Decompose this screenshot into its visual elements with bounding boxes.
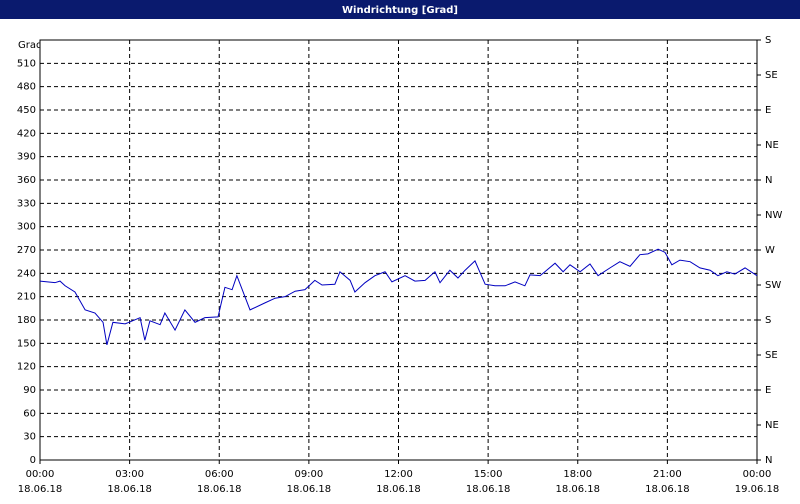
y2-tick-label: NE (765, 140, 779, 151)
y2-tick-label: NW (765, 210, 782, 221)
y-tick-label: 330 (17, 198, 36, 209)
y2-tick-label: E (765, 385, 771, 396)
y2-tick-label: NE (765, 420, 779, 431)
y-tick-label: 270 (17, 245, 36, 256)
y-tick-label: 90 (23, 385, 36, 396)
x-tick-date: 18.06.18 (555, 484, 600, 495)
x-tick-date: 18.06.18 (287, 484, 332, 495)
y-tick-label: 390 (17, 152, 36, 163)
data-line (39, 248, 758, 346)
x-tick-label: 00:00 (26, 469, 55, 480)
y-tick-label: 240 (17, 268, 36, 279)
y2-tick-label: W (765, 245, 775, 256)
x-tick-label: 12:00 (384, 469, 413, 480)
title-bar (0, 0, 800, 19)
y-tick-label: 180 (17, 315, 36, 326)
y-tick-label: 30 (23, 432, 36, 443)
x-tick-label: 21:00 (653, 469, 682, 480)
y-tick-label: 450 (17, 105, 36, 116)
y2-tick-label: N (765, 175, 772, 186)
y-tick-label: 120 (17, 362, 36, 373)
y-tick-label: 420 (17, 128, 36, 139)
y2-tick-label: SE (765, 70, 778, 81)
x-tick-date: 18.06.18 (18, 484, 63, 495)
x-tick-label: 18:00 (563, 469, 592, 480)
y2-tick-label: S (765, 315, 771, 326)
x-tick-date: 18.06.18 (645, 484, 690, 495)
y-tick-label: 150 (17, 338, 36, 349)
y-axis-label: Grad (18, 40, 42, 51)
chart-title: Windrichtung [Grad] (342, 5, 458, 16)
y-tick-label: 210 (17, 292, 36, 303)
y2-tick-label: S (765, 35, 771, 46)
x-tick-label: 15:00 (474, 469, 503, 480)
x-tick-date: 19.06.18 (735, 484, 780, 495)
y2-tick-label: SW (765, 280, 781, 291)
x-tick-label: 00:00 (743, 469, 772, 480)
y-tick-label: 360 (17, 175, 36, 186)
y2-tick-label: SE (765, 350, 778, 361)
x-tick-date: 18.06.18 (466, 484, 511, 495)
x-tick-label: 09:00 (294, 469, 323, 480)
y2-tick-label: E (765, 105, 771, 116)
x-tick-date: 18.06.18 (376, 484, 421, 495)
x-tick-date: 18.06.18 (197, 484, 242, 495)
y2-tick-label: N (765, 455, 772, 466)
y-tick-label: 0 (30, 455, 36, 466)
x-tick-label: 06:00 (205, 469, 234, 480)
x-tick-date: 18.06.18 (107, 484, 152, 495)
x-tick-label: 03:00 (115, 469, 144, 480)
y-tick-label: 60 (23, 408, 36, 419)
y-tick-label: 300 (17, 222, 36, 233)
y-tick-label: 510 (17, 58, 36, 69)
y-tick-label: 480 (17, 82, 36, 93)
